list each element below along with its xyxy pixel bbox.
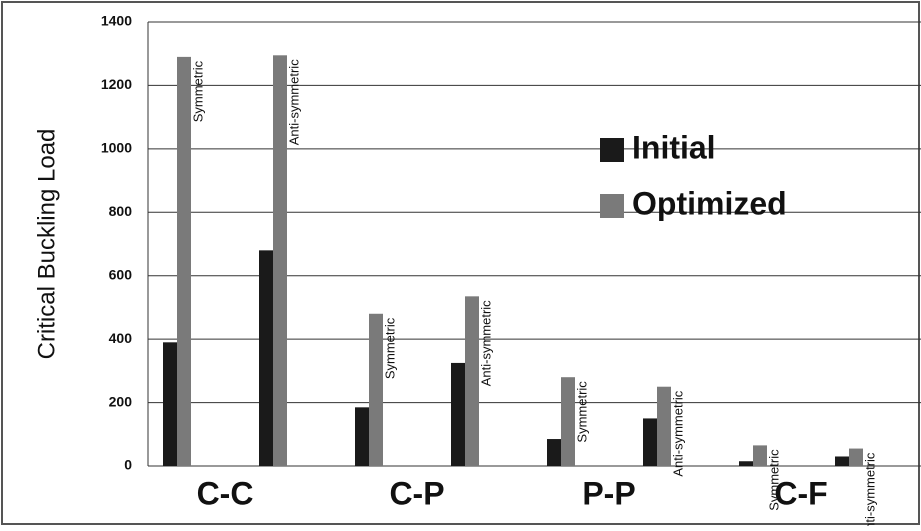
group-label: C-C [197,475,254,511]
bar [451,362,465,466]
legend-swatch [600,138,624,162]
y-tick-label: 200 [109,393,133,409]
bar [561,377,575,466]
y-tick-label: 1400 [101,13,132,29]
bar [163,342,177,466]
y-tick-label: 800 [109,203,133,219]
category-label: Symmetric [382,317,397,379]
legend-label: Initial [632,129,716,165]
y-axis-label: Critical Buckling Load [33,129,60,360]
bar [739,461,753,466]
group-label: C-P [389,475,444,511]
y-tick-label: 1000 [101,140,132,156]
group-label: C-F [774,475,827,511]
category-label: Symmetric [574,381,589,443]
legend-swatch [600,194,624,218]
bar [835,456,849,466]
y-tick-label: 0 [124,457,132,473]
bar [657,386,671,466]
y-tick-label: 1200 [101,76,132,92]
category-label: Symmetric [190,60,205,122]
category-label: Anti-symmetric [862,452,877,526]
bar [273,55,287,467]
bar [369,313,383,466]
bar [753,445,767,466]
bar [547,439,561,466]
category-label: Anti-symmetric [478,300,493,386]
bar [177,56,191,467]
group-label: P-P [582,475,635,511]
bar [259,250,273,466]
bar [849,448,863,466]
category-label: Symmetric [766,449,781,511]
bar [355,407,369,466]
bar [643,418,657,466]
y-tick-label: 600 [109,266,133,282]
category-label: Anti-symmetric [286,59,301,145]
legend-label: Optimized [632,185,787,221]
category-label: Anti-symmetric [670,390,685,476]
y-tick-label: 400 [109,330,133,346]
bar [465,296,479,466]
